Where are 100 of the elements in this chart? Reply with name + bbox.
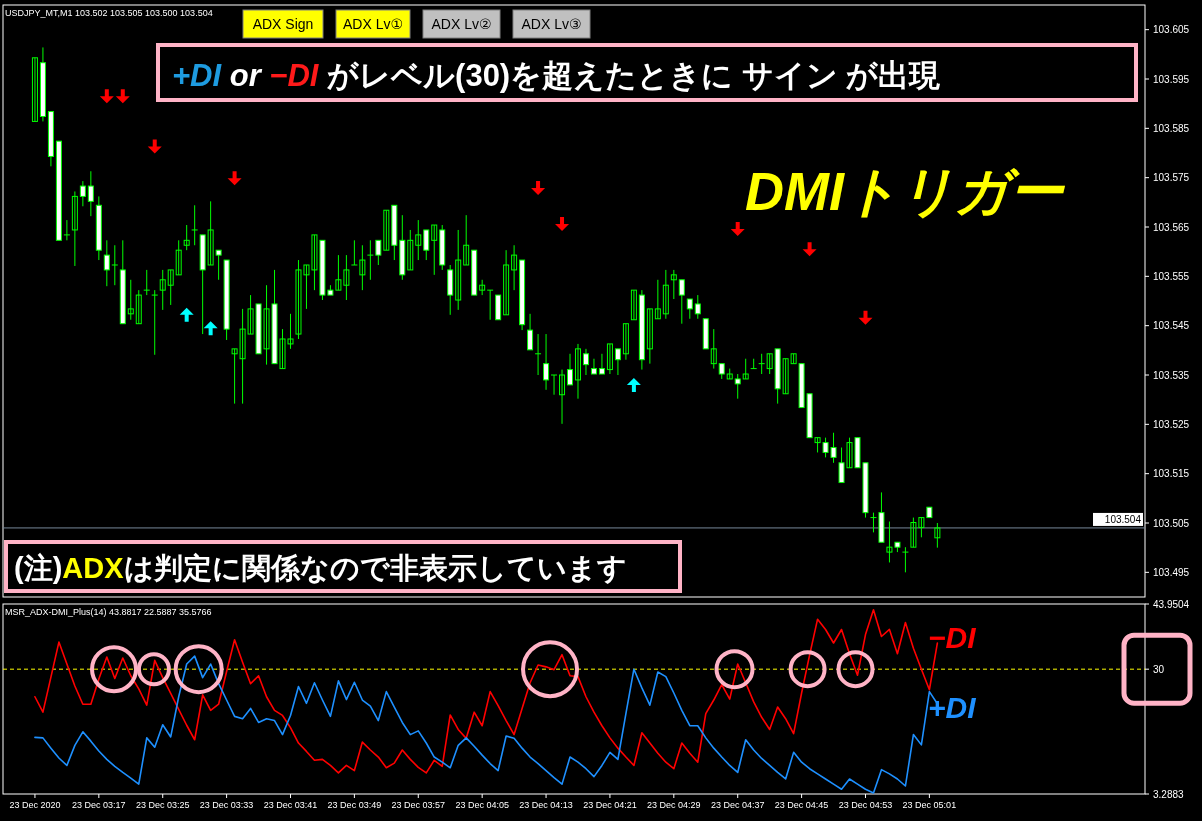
x-tick-label: 23 Dec 04:05	[455, 800, 509, 810]
point	[626, 377, 641, 392]
candlestick	[486, 289, 494, 321]
candlestick	[127, 279, 134, 321]
candlestick	[559, 369, 566, 425]
x-tick-label: 23 Dec 03:25	[135, 800, 190, 810]
ref-line-label: 103.504	[1104, 513, 1142, 525]
x-tick-label: 23 Dec 05:01	[902, 800, 957, 810]
point	[147, 139, 162, 154]
candlestick	[543, 333, 550, 391]
x-tick-label: 23 Dec 2020	[9, 800, 61, 810]
chart-title: MSR_ADX-DMI_Plus(14) 43.8817 22.5887 35.5766	[5, 607, 212, 617]
candlestick	[574, 343, 581, 400]
candlestick	[143, 269, 151, 296]
y-tick-label: 103.515	[1153, 468, 1190, 480]
candlestick	[407, 229, 414, 271]
y-tick-label: 103.595	[1153, 73, 1190, 85]
annotation: ADX	[62, 552, 125, 584]
candlestick	[678, 279, 685, 325]
series-label: +DI	[928, 691, 977, 724]
candlestick	[431, 224, 438, 276]
candlestick	[159, 269, 166, 311]
y-tick-label: 103.505	[1153, 517, 1190, 529]
candlestick	[359, 244, 366, 291]
candlestick	[455, 229, 462, 311]
candlestick	[183, 224, 190, 251]
point	[179, 307, 194, 322]
annotation: がレベル(30)を超えたときに サイン が出現	[327, 58, 941, 93]
candlestick	[503, 249, 510, 316]
candlestick	[375, 239, 382, 266]
x-tick-label: 23 Dec 03:33	[199, 800, 254, 810]
y-tick-label: 103.545	[1153, 320, 1190, 332]
y-tick-label: 3.2883	[1153, 788, 1185, 800]
point	[115, 89, 130, 104]
candlestick	[191, 204, 199, 246]
point	[227, 171, 242, 186]
annotation: −DI	[269, 58, 328, 93]
annotation: ADX Lv②	[431, 16, 492, 32]
candlestick	[79, 180, 86, 207]
point	[858, 310, 873, 325]
candlestick	[71, 190, 78, 267]
candlestick	[662, 269, 669, 320]
annotation: +DI	[172, 58, 230, 93]
point	[802, 242, 817, 257]
button: ADX Lv②	[422, 9, 501, 39]
y-tick-label: 103.555	[1153, 270, 1190, 282]
point	[203, 321, 218, 336]
x-tick-label: 23 Dec 03:41	[263, 800, 318, 810]
x-tick-label: 23 Dec 04:45	[774, 800, 829, 810]
y-tick-label: 43.9504	[1153, 598, 1190, 610]
y-tick-label: 103.605	[1153, 24, 1190, 36]
annotation: ADX Lv①	[342, 16, 404, 32]
annotation: (注)	[14, 552, 63, 584]
candlestick	[527, 313, 534, 351]
y-tick-label: 103.495	[1153, 566, 1190, 578]
x-tick-label: 23 Dec 04:13	[519, 800, 573, 810]
candlestick	[734, 373, 741, 400]
point	[555, 217, 570, 232]
candlestick	[758, 353, 766, 375]
candlestick	[103, 239, 110, 287]
candlestick	[567, 353, 574, 386]
candlestick	[111, 244, 119, 286]
candlestick	[750, 358, 758, 370]
y-tick-label: 103.575	[1153, 172, 1190, 184]
candlestick	[366, 239, 374, 281]
series-label: −DI	[928, 621, 977, 654]
candlestick	[934, 522, 941, 549]
candlestick	[31, 57, 38, 122]
candlestick	[869, 512, 877, 533]
candlestick	[87, 170, 94, 217]
x-tick-label: 23 Dec 04:53	[838, 800, 893, 810]
candlestick	[463, 214, 470, 266]
button: ADX Sign	[242, 9, 324, 39]
candlestick	[175, 239, 182, 276]
y-tick-label: 103.535	[1153, 369, 1190, 381]
candlestick	[670, 269, 677, 300]
point	[730, 221, 745, 236]
candlestick	[383, 209, 390, 251]
x-tick-label: 23 Dec 04:29	[647, 800, 701, 810]
x-tick-label: 23 Dec 03:17	[72, 800, 126, 810]
candlestick	[423, 229, 430, 261]
text: DMIトリガー	[745, 161, 1066, 221]
candlestick	[710, 328, 717, 370]
candlestick	[534, 333, 542, 376]
candlestick	[742, 358, 749, 380]
button: ADX Lv①	[335, 9, 411, 39]
x-tick-label: 23 Dec 03:49	[327, 800, 382, 810]
y-tick-label: 103.565	[1153, 221, 1190, 233]
button: ADX Lv③	[512, 9, 591, 39]
annotation: は判定に関係なので非表示しています	[123, 552, 627, 584]
candlestick	[415, 219, 422, 261]
candlestick	[167, 269, 174, 306]
y-tick-label: 30	[1153, 663, 1165, 675]
candlestick	[135, 289, 142, 325]
point	[99, 89, 114, 104]
x-tick-label: 23 Dec 04:21	[583, 800, 637, 810]
candlestick	[606, 343, 613, 375]
candlestick	[630, 289, 637, 321]
candlestick	[151, 289, 159, 356]
candlestick	[350, 239, 358, 266]
